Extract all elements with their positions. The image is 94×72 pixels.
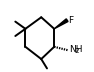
Text: F: F [68, 16, 73, 25]
Text: 2: 2 [75, 48, 79, 54]
Text: NH: NH [69, 45, 83, 54]
Polygon shape [54, 19, 68, 29]
